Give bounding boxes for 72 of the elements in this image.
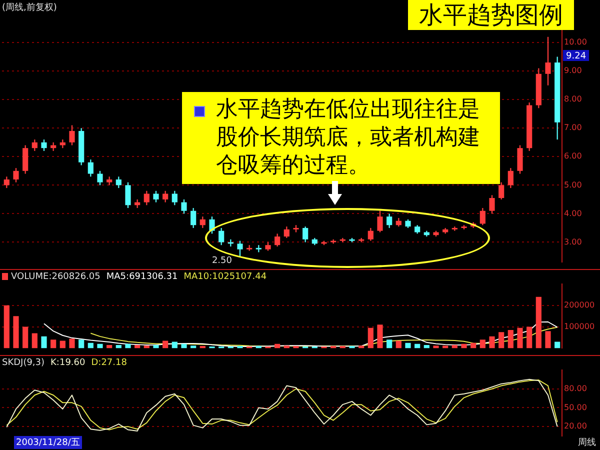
text: 9.24	[566, 51, 586, 62]
y-tick-label: 3.00	[564, 237, 582, 246]
y-tick-label: 20.00	[564, 422, 587, 431]
bar	[32, 333, 38, 348]
bar	[274, 344, 280, 348]
bar	[116, 344, 122, 348]
y-tick-label: 50.00	[564, 402, 587, 412]
bar	[517, 328, 523, 348]
bar	[452, 344, 458, 348]
y-tick-label: 6.00	[564, 152, 582, 161]
text: MA5:691306.31	[106, 272, 178, 282]
bar	[134, 344, 140, 348]
bar	[50, 340, 56, 348]
text: 2003/11/28/五	[14, 436, 82, 449]
bar	[97, 344, 103, 348]
y-tick-label: 4.00	[564, 208, 582, 218]
y-tick-label: 10.00	[564, 38, 587, 47]
bar	[424, 344, 430, 348]
bar	[508, 330, 514, 348]
y-tick-label: 100000	[564, 322, 595, 331]
bar	[489, 336, 495, 348]
bar	[536, 296, 542, 348]
bar	[414, 344, 420, 348]
bar	[106, 344, 112, 348]
bar	[461, 344, 467, 348]
text: 周线	[578, 436, 596, 449]
bar	[69, 338, 75, 348]
bar	[480, 340, 486, 348]
text: MA10:1025107.44	[184, 272, 267, 282]
annotation: 2.50	[212, 256, 232, 266]
bar	[284, 346, 290, 348]
y-tick-label: 200000	[564, 300, 595, 310]
y-tick-label: 8.00	[564, 94, 582, 104]
bar	[470, 342, 476, 348]
text: K:19.60	[50, 358, 86, 368]
y-tick-label: 7.00	[564, 123, 582, 132]
bar	[554, 342, 560, 348]
callout-box: 水平趋势在低位出现往往是股价长期筑底，或者机构建仓吸筹的过程。	[182, 92, 500, 184]
bar	[386, 340, 392, 348]
y-tick-label: 80.00	[564, 384, 587, 393]
legend-label: VOLUME:260826.05	[11, 272, 100, 282]
bar	[172, 342, 178, 348]
bar	[181, 344, 187, 348]
chart-title: 水平趋势图例	[408, 0, 574, 30]
bar	[22, 326, 28, 348]
bar	[396, 340, 402, 348]
bar	[377, 324, 383, 348]
bar	[13, 316, 19, 348]
bar	[545, 331, 551, 348]
bar	[60, 340, 66, 348]
y-tick-label: 5.00	[564, 180, 582, 190]
bar	[144, 346, 150, 348]
bar	[88, 342, 94, 348]
bar	[368, 328, 374, 348]
bar	[190, 346, 196, 348]
bar	[405, 342, 411, 348]
bar	[433, 346, 439, 348]
bar	[78, 340, 84, 348]
bar	[4, 305, 10, 348]
bar	[358, 346, 364, 348]
bar	[442, 346, 448, 348]
y-tick-label: 9.00	[564, 66, 582, 76]
bar	[41, 336, 47, 348]
chart-subtitle: (周线,前复权)	[2, 2, 57, 14]
bar	[526, 326, 532, 348]
bar	[498, 332, 504, 348]
bar	[125, 344, 131, 348]
chart-title: SKDJ(9,3)	[2, 358, 45, 368]
bar	[162, 340, 168, 348]
bar	[153, 344, 159, 348]
text: D:27.18	[91, 358, 128, 368]
annotation: 水平趋势在低位出现往往是股价长期筑底，或者机构建仓吸筹的过程。	[216, 97, 480, 178]
